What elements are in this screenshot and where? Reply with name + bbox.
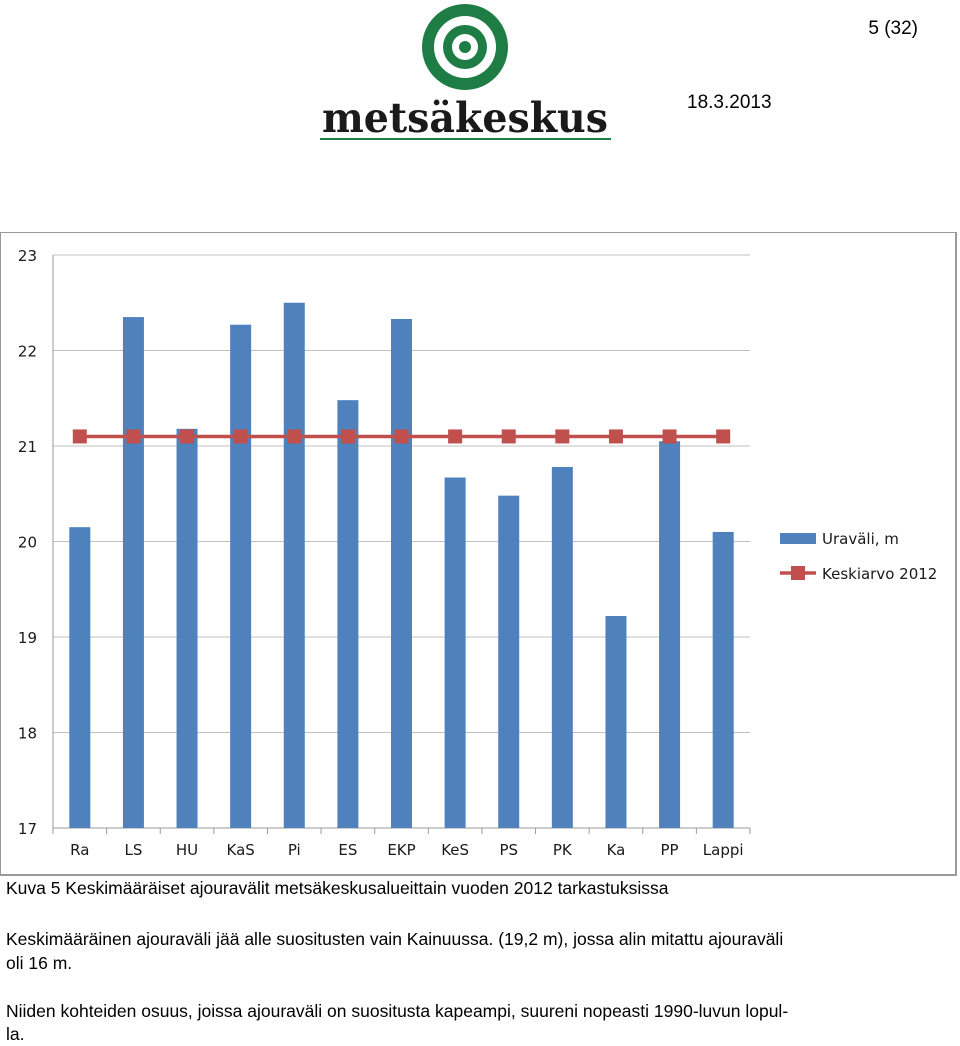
figure-caption: Kuva 5 Keskimääräiset ajouravälit metsäk…: [6, 878, 669, 898]
average-marker: [448, 429, 463, 444]
average-marker: [662, 429, 677, 444]
x-tick-label: Pi: [288, 841, 301, 859]
x-tick-label: PS: [499, 841, 518, 859]
average-marker: [287, 429, 302, 444]
bar-PP: [659, 441, 681, 828]
y-tick-label: 21: [18, 438, 37, 456]
average-marker: [501, 429, 516, 444]
y-tick-label: 23: [18, 247, 37, 265]
x-tick-label: KeS: [441, 841, 469, 859]
logo-wordmark: metsäkeskus: [322, 94, 608, 142]
bar-EKP: [391, 318, 412, 828]
chart-svg: 17 18 19 20 21 22 23 Ra LS HU KaS Pi ES EKP KeS PS PK Ka P…: [18, 247, 937, 859]
x-tick-label: Ka: [607, 841, 626, 859]
paragraph-2-line-1: Niiden kohteiden osuus, joissa ajouraväl…: [6, 1001, 789, 1021]
paragraph-1-line-1: Keskimääräinen ajouraväli jää alle suosi…: [6, 929, 784, 949]
average-marker: [126, 429, 141, 444]
bar-HU: [176, 428, 198, 828]
average-marker: [180, 429, 195, 444]
x-tick-label: HU: [176, 841, 198, 859]
average-marker: [716, 429, 731, 444]
bar-PS: [498, 495, 520, 828]
average-marker: [233, 429, 248, 444]
x-tick-label: EKP: [387, 841, 415, 859]
document-date: 18.3.2013: [687, 92, 772, 113]
bar-KaS: [230, 324, 252, 828]
x-tick-label: Ra: [70, 841, 89, 859]
bar-KeS: [444, 477, 466, 828]
x-tick-label: Lappi: [703, 841, 744, 859]
average-marker: [394, 429, 409, 444]
legend-label-bars: Uraväli, m: [822, 530, 899, 548]
average-marker: [608, 429, 623, 444]
y-tick-label: 17: [18, 820, 37, 838]
bar-Ka: [605, 615, 627, 828]
legend-swatch-bars: [780, 533, 816, 544]
x-tick-label: PP: [661, 841, 679, 859]
bar-PK: [551, 467, 573, 828]
chart-frame: 17 18 19 20 21 22 23 Ra LS HU KaS Pi ES EKP KeS PS PK Ka P…: [0, 232, 957, 876]
y-tick-label: 18: [18, 725, 37, 743]
bar-Pi: [283, 302, 305, 828]
x-tick-label: ES: [338, 841, 357, 859]
bar-ES: [337, 400, 359, 828]
x-tick-label: PK: [553, 841, 573, 859]
metsakeskus-logo: metsäkeskus: [320, 4, 611, 142]
y-tick-label: 22: [18, 343, 37, 361]
target-icon: [422, 4, 508, 90]
y-tick-label: 20: [18, 534, 37, 552]
bar-Lappi: [712, 531, 734, 828]
legend-label-line: Keskiarvo 2012: [822, 565, 937, 583]
page-number: 5 (32): [868, 18, 918, 39]
x-tick-label: KaS: [227, 841, 255, 859]
y-tick-label: 19: [18, 629, 37, 647]
x-tick-label: LS: [124, 841, 142, 859]
average-marker: [555, 429, 570, 444]
paragraph-1-line-2: oli 16 m.: [6, 953, 73, 973]
average-marker: [72, 429, 87, 444]
bar-LS: [122, 317, 144, 828]
legend-swatch-marker: [791, 566, 805, 580]
average-marker: [340, 429, 355, 444]
paragraph-2-line-2: la.: [6, 1024, 25, 1044]
bar-Ra: [69, 527, 91, 828]
